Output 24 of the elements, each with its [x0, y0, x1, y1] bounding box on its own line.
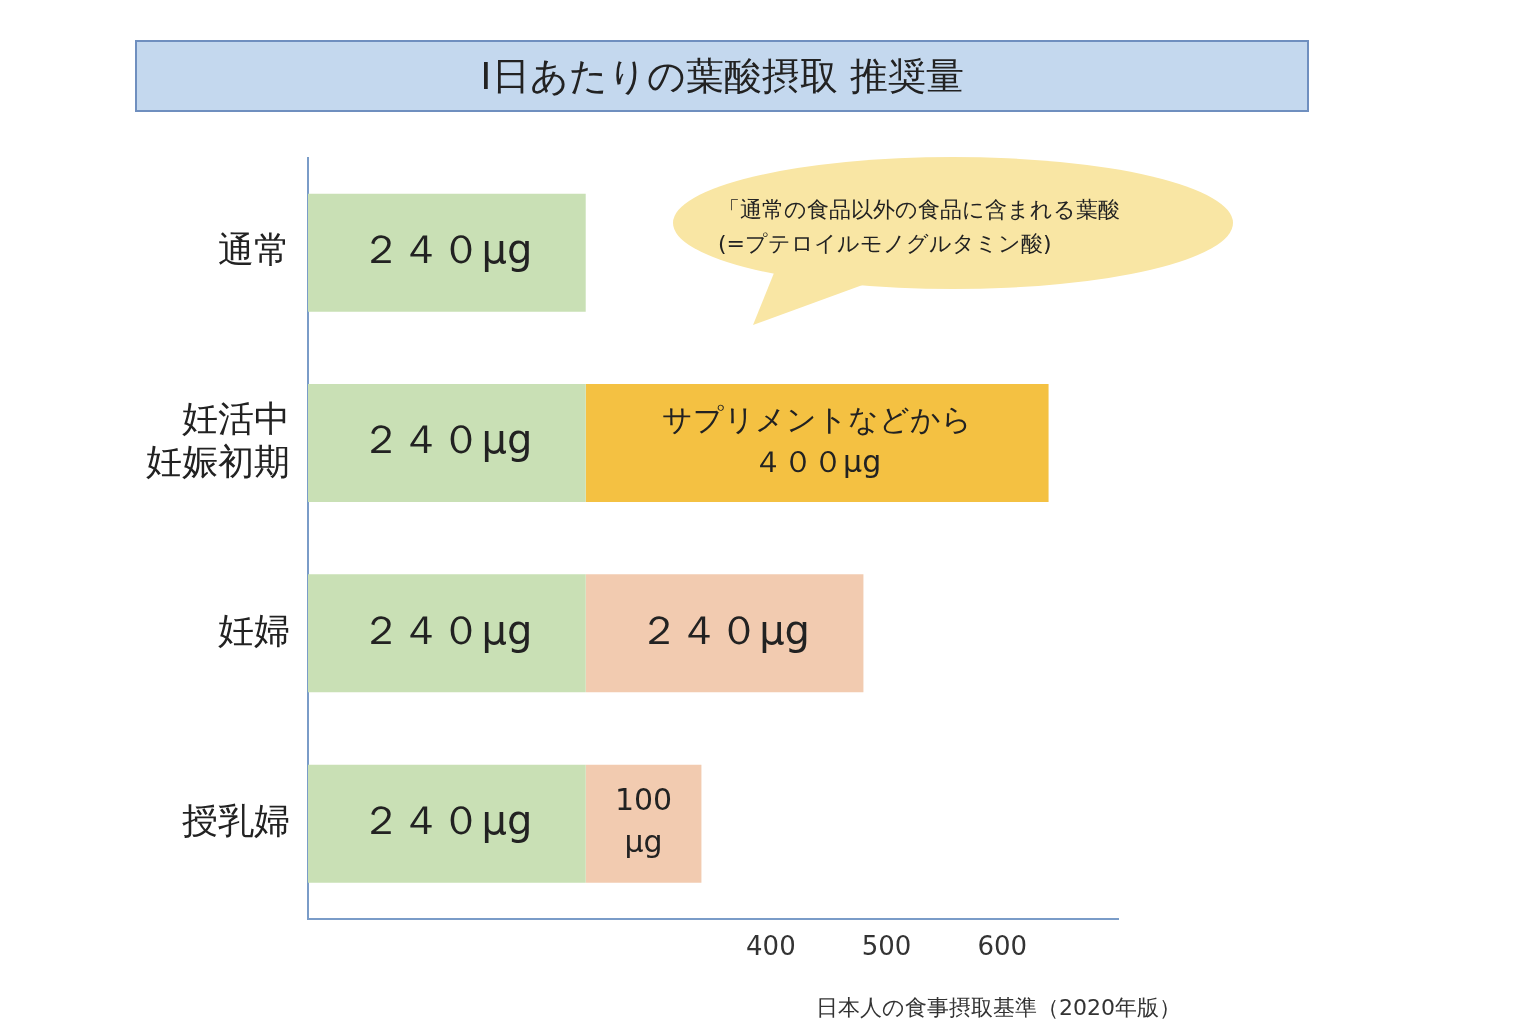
text: 日本人の食事摂取基準（2020年版）	[816, 994, 1181, 1022]
annotation: 「通常の食品以外の食品に含まれる葉酸 (=プテロイルモノグルタミン酸)	[718, 196, 1120, 258]
bar	[308, 193, 586, 312]
chart-title: I日あたりの葉酸摂取 推奨量	[135, 40, 1309, 112]
bar	[585, 384, 1049, 503]
bar	[585, 764, 702, 883]
y-tick-label: 授乳婦	[182, 800, 290, 842]
x-tick-label: 400	[746, 931, 796, 962]
data-label: ２４０μg	[361, 606, 533, 653]
bar	[308, 574, 586, 693]
data-label: ２４０μg	[361, 226, 533, 273]
bar	[585, 574, 864, 693]
y-tick-label: 通常	[218, 229, 290, 271]
data-label: ２４０μg	[361, 416, 533, 463]
data-label: ２４０μg	[361, 797, 533, 844]
bar	[308, 384, 586, 503]
y-tick-label: 妊活中妊娠初期	[146, 397, 290, 483]
x-tick-label: 500	[861, 931, 912, 962]
bar	[308, 764, 586, 883]
data-label: 100 μg	[614, 782, 673, 860]
data-label: ２４０μg	[639, 606, 810, 653]
x-tick-label: 600	[977, 931, 1028, 962]
y-tick-label: 妊婦	[218, 609, 290, 651]
data-label: サプリメントなどから４００μg	[662, 401, 973, 479]
